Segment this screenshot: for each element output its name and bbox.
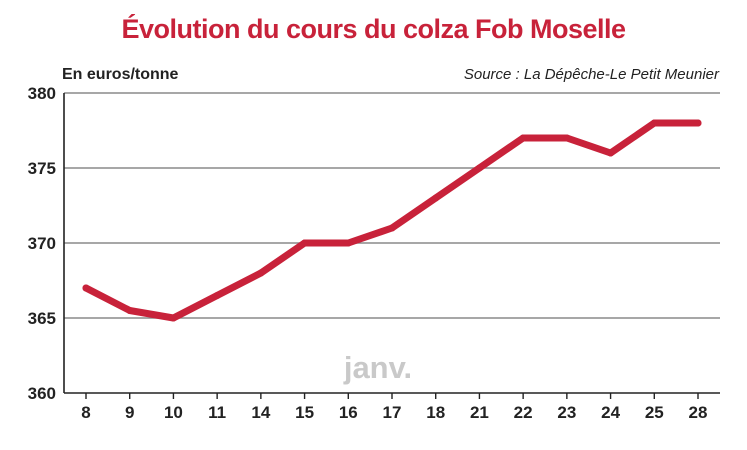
data-point	[126, 307, 134, 314]
y-tick-labels: 380 375 370 365 360	[28, 84, 56, 403]
data-point	[650, 119, 658, 127]
x-tick-labels: 8 9 10 11 14 15 16 17 18 21 22 23 24 25 28	[81, 403, 707, 422]
data-point	[432, 194, 440, 202]
x-tick-label: 16	[339, 403, 358, 422]
chart-title: Évolution du cours du colza Fob Moselle	[121, 14, 626, 44]
x-tick-label: 21	[470, 403, 489, 422]
x-tick-label: 9	[125, 403, 134, 422]
x-tick-label: 18	[426, 403, 445, 422]
data-point	[213, 292, 221, 299]
data-point	[82, 284, 90, 292]
x-tick-label: 11	[208, 403, 226, 422]
y-axis-unit-label: En euros/tonne	[62, 66, 179, 83]
x-tick-label: 23	[557, 403, 576, 422]
data-point	[694, 119, 702, 127]
y-tick-label: 365	[28, 309, 56, 328]
y-tick-label: 360	[28, 384, 56, 403]
data-point	[475, 164, 483, 172]
source-label: Source : La Dépêche-Le Petit Meunier	[463, 66, 719, 83]
y-tick-label: 370	[28, 234, 56, 253]
x-tick-label: 14	[251, 403, 270, 422]
series	[82, 119, 702, 322]
x-tick-label: 22	[514, 403, 533, 422]
data-point	[388, 224, 396, 232]
axes	[63, 93, 720, 399]
series-line	[82, 119, 702, 322]
x-tick-label: 10	[164, 403, 183, 422]
x-tick-label: 15	[295, 403, 314, 422]
x-tick-label: 8	[81, 403, 90, 422]
data-point	[344, 239, 352, 247]
y-tick-label: 380	[28, 84, 56, 103]
data-point	[257, 269, 265, 277]
x-tick-label: 24	[601, 403, 620, 422]
grid-lines	[64, 92, 720, 319]
data-point	[607, 149, 615, 157]
data-point	[169, 314, 177, 322]
x-tick-label: 28	[689, 403, 708, 422]
x-tick-label: 17	[383, 403, 402, 422]
month-annotation: janv.	[343, 350, 412, 385]
data-point	[301, 239, 309, 247]
data-point	[519, 134, 527, 142]
data-point	[563, 134, 571, 142]
x-tick-label: 25	[645, 403, 664, 422]
y-tick-label: 375	[28, 159, 56, 178]
